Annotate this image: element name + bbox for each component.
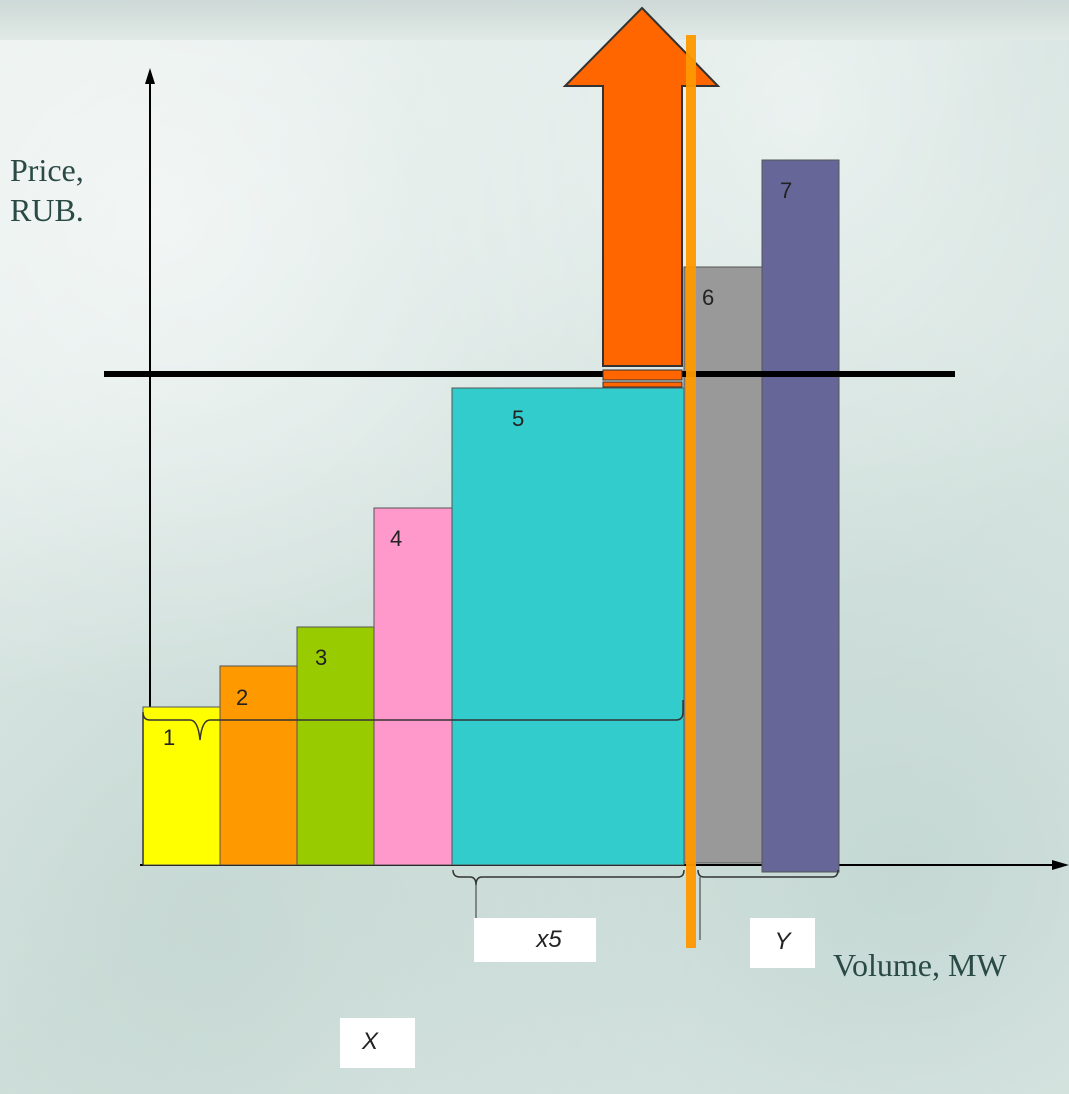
brace-y [697,869,839,878]
brace-x [142,700,684,865]
x5-label-box [474,918,596,962]
bar-7-number: 7 [780,178,792,203]
bar-2 [219,665,298,866]
y-label-box [750,918,815,968]
bar-2-number: 2 [236,685,248,710]
y-axis-label-line1: Price, [10,152,84,188]
arrow-stub-1 [602,369,683,381]
price-increase-arrow [562,6,721,367]
bar-5-number: 5 [512,406,524,431]
x-axis-arrowhead [1052,860,1069,870]
y-label: Y [774,928,791,955]
y-axis-label-line2: RUB. [10,192,84,228]
bar-4 [373,507,453,866]
x-label-box [340,1018,415,1068]
bar-7 [761,159,840,873]
bar-3-number: 3 [315,645,327,670]
y-axis-label: Price, RUB. [10,150,84,230]
bar-3 [296,626,375,866]
arrow-stub-2 [602,381,683,388]
bar-1 [142,706,221,866]
x-axis-label: Volume, MW [833,947,1007,983]
brace-x5 [452,869,685,886]
x-label: X [361,1028,378,1055]
bar-6 [683,266,763,864]
bar-1-number: 1 [163,725,175,750]
bar-5 [451,387,685,866]
slide-top-band [0,0,1069,40]
x5-label: x5 [536,926,562,953]
bar-4-number: 4 [390,526,402,551]
bar-6-number: 6 [702,285,714,310]
y-axis-arrowhead [145,68,155,84]
